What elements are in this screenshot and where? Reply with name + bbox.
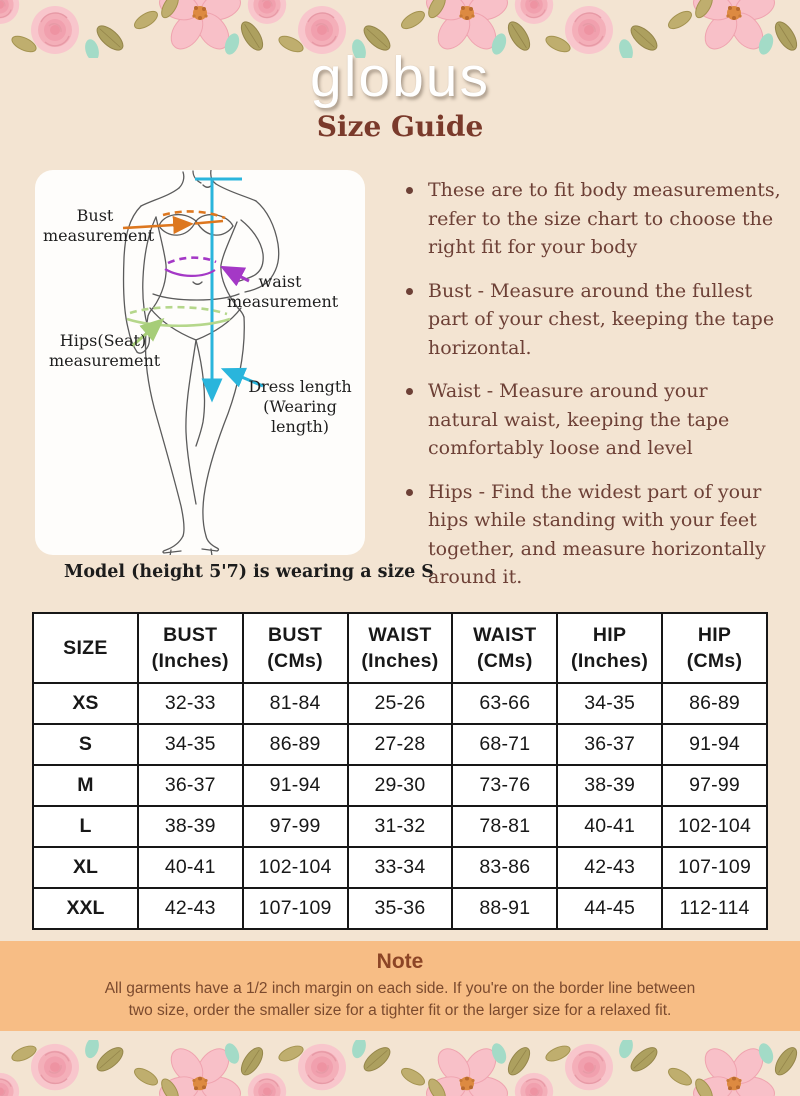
measurement-cell: 63-66 — [451, 682, 559, 725]
size-name-cell: S — [32, 723, 139, 766]
table-header-row: SIZE BUST (Inches) BUST (CMs) WAIST (Inches) WA… — [32, 612, 768, 684]
measurement-cell: 40-41 — [136, 846, 244, 889]
brand-logo: globus — [310, 45, 490, 109]
bust-label: Bust measurement — [43, 206, 155, 245]
column-header: BUST (CMs) — [241, 612, 349, 684]
measurement-cell: 97-99 — [661, 764, 768, 807]
size-chart-table: SIZE BUST (Inches) BUST (CMs) WAIST (Inches) WA… — [32, 612, 768, 930]
measurement-diagram-card: Bust measurement waist measurement Hips(… — [35, 170, 365, 555]
measurement-cell: 38-39 — [136, 805, 244, 848]
dress-length-arrow — [195, 177, 264, 403]
note-text-line: two size, order the smaller size for a t… — [128, 1002, 672, 1019]
column-header: HIP (Inches) — [556, 612, 664, 684]
note-text-line: All garments have a 1/2 inch margin on e… — [104, 980, 696, 997]
measurement-cell: 35-36 — [346, 887, 454, 930]
bust-measurement-arrow — [122, 210, 226, 235]
hips-measurement-arrow — [126, 305, 231, 348]
measurement-cell: 42-43 — [556, 846, 664, 889]
instructions-list: These are to fit body measurements, refe… — [402, 176, 782, 607]
measurement-cell: 31-32 — [346, 805, 454, 848]
page-title: Size Guide — [316, 110, 484, 143]
note-title: Note — [376, 950, 424, 973]
size-name-cell: XL — [32, 846, 139, 889]
measurement-cell: 40-41 — [556, 805, 664, 848]
column-header: SIZE — [32, 612, 139, 684]
size-row: XS 32-33 81-84 25-26 63-66 34-35 86-89 — [32, 682, 768, 725]
measurement-cell: 83-86 — [451, 846, 559, 889]
measurement-cell: 38-39 — [556, 764, 664, 807]
bullet-icon — [406, 187, 413, 194]
bullet-icon — [406, 287, 413, 295]
measurement-cell: 27-28 — [346, 723, 454, 766]
measurement-cell: 88-91 — [451, 887, 559, 930]
measurement-cell: 73-76 — [451, 764, 559, 807]
instruction-item: Hips - Find the widest part of your hips… — [402, 478, 782, 592]
measurement-cell: 34-35 — [136, 723, 244, 766]
measurement-cell: 86-89 — [661, 682, 768, 725]
measurement-cell: 32-33 — [136, 682, 244, 725]
measurement-cell: 81-84 — [241, 682, 349, 725]
dress-length-label: Dress length (Wearing length) — [248, 377, 352, 436]
measurement-cell: 86-89 — [241, 723, 349, 766]
measurement-cell: 25-26 — [346, 682, 454, 725]
size-row: L 38-39 97-99 31-32 78-81 40-41 102-104 — [32, 805, 768, 848]
measurement-cell: 97-99 — [241, 805, 349, 848]
size-name-cell: L — [32, 805, 139, 848]
size-row: XXL 42-43 107-109 35-36 88-91 44-45 112-114 — [32, 887, 768, 930]
size-row: XL 40-41 102-104 33-34 83-86 42-43 107-109 — [32, 846, 768, 889]
bullet-icon — [406, 388, 413, 395]
measurement-cell: 36-37 — [136, 764, 244, 807]
size-name-cell: XS — [32, 682, 139, 725]
floral-border-bottom — [0, 1040, 800, 1096]
measurement-cell: 102-104 — [661, 805, 768, 848]
instruction-item: Waist - Measure around your natural wais… — [402, 377, 782, 463]
column-header: WAIST (CMs) — [451, 612, 559, 684]
measurement-cell: 107-109 — [661, 846, 768, 889]
measurement-cell: 91-94 — [241, 764, 349, 807]
hips-label: Hips(Seat) measurement — [49, 331, 161, 370]
measurement-cell: 34-35 — [556, 682, 664, 725]
measurement-cell: 36-37 — [556, 723, 664, 766]
note-section: Note All garments have a 1/2 inch margin… — [0, 941, 800, 1031]
column-header: BUST (Inches) — [136, 612, 244, 684]
measurement-cell: 112-114 — [661, 887, 768, 930]
measurement-cell: 68-71 — [451, 723, 559, 766]
measurement-cell: 42-43 — [136, 887, 244, 930]
instruction-item: These are to fit body measurements, refe… — [402, 176, 782, 262]
measurement-cell: 44-45 — [556, 887, 664, 930]
measurement-cell: 107-109 — [241, 887, 349, 930]
measurement-cell: 102-104 — [241, 846, 349, 889]
waist-measurement-arrow — [164, 256, 250, 287]
waist-label: waist measurement — [227, 272, 339, 311]
size-name-cell: M — [32, 764, 139, 807]
measurement-cell: 91-94 — [661, 723, 768, 766]
column-header: WAIST (Inches) — [346, 612, 454, 684]
size-name-cell: XXL — [32, 887, 139, 930]
model-size-caption: Model (height 5'7) is wearing a size S — [64, 562, 434, 582]
instruction-item: Bust - Measure around the fullest part o… — [402, 277, 782, 363]
measurement-cell: 33-34 — [346, 846, 454, 889]
body-measurement-illustration — [122, 170, 280, 555]
measurement-cell: 29-30 — [346, 764, 454, 807]
measurement-cell: 78-81 — [451, 805, 559, 848]
size-row: M 36-37 91-94 29-30 73-76 38-39 97-99 — [32, 764, 768, 807]
bullet-icon — [406, 488, 413, 496]
column-header: HIP (CMs) — [661, 612, 768, 684]
size-row: S 34-35 86-89 27-28 68-71 36-37 91-94 — [32, 723, 768, 766]
